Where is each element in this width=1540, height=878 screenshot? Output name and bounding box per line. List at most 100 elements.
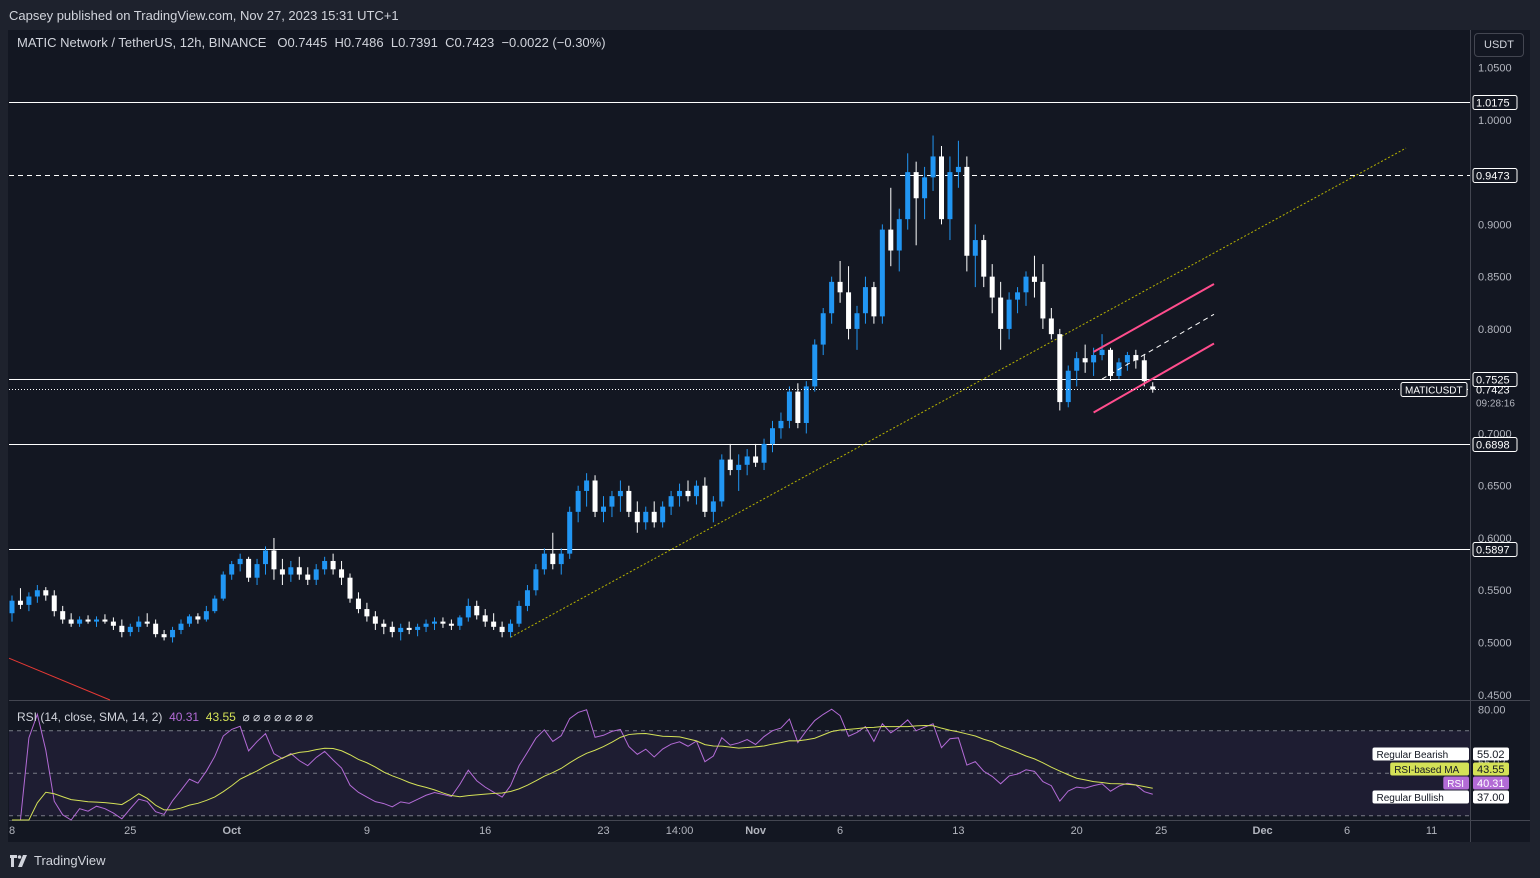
candle-body[interactable]	[1023, 276, 1029, 293]
candle-body[interactable]	[786, 391, 792, 421]
candle-body[interactable]	[862, 287, 868, 314]
candle-body[interactable]	[770, 428, 775, 444]
candle-body[interactable]	[1141, 360, 1147, 382]
candle-body[interactable]	[820, 313, 826, 345]
candle-body[interactable]	[896, 219, 902, 251]
candle-body[interactable]	[119, 625, 125, 633]
candle-body[interactable]	[381, 623, 387, 627]
candle-body[interactable]	[778, 420, 784, 429]
rsi-indicator-name[interactable]: RSI (14, close, SMA, 14, 2)	[17, 710, 163, 724]
candle-body[interactable]	[432, 621, 437, 624]
candle-body[interactable]	[1057, 334, 1063, 403]
candle-body[interactable]	[85, 619, 91, 622]
candle-body[interactable]	[1124, 355, 1130, 363]
candle-body[interactable]	[68, 619, 74, 624]
candle-body[interactable]	[651, 511, 657, 523]
symbol-name[interactable]: MATIC Network / TetherUS, 12h, BINANCE	[17, 35, 267, 50]
chart-panel[interactable]	[8, 30, 1530, 842]
candle-body[interactable]	[795, 391, 801, 423]
candle-body[interactable]	[474, 605, 480, 616]
candle-body[interactable]	[524, 590, 530, 606]
candle-body[interactable]	[170, 629, 176, 638]
candle-body[interactable]	[905, 172, 911, 220]
candle-body[interactable]	[1048, 318, 1054, 335]
candle-body[interactable]	[203, 611, 209, 620]
candle-body[interactable]	[1031, 276, 1037, 282]
rsi-ma-line[interactable]	[12, 725, 1153, 821]
channel-midline[interactable]	[1101, 313, 1215, 380]
candle-body[interactable]	[153, 623, 159, 635]
candle-body[interactable]	[854, 313, 860, 329]
candle-body[interactable]	[888, 229, 894, 251]
candle-body[interactable]	[1006, 299, 1012, 329]
candle-body[interactable]	[398, 627, 404, 633]
candle-body[interactable]	[981, 240, 987, 277]
candle-body[interactable]	[761, 443, 767, 463]
candle-body[interactable]	[947, 172, 953, 220]
candle-body[interactable]	[702, 485, 708, 512]
candle-body[interactable]	[482, 615, 488, 622]
candle-body[interactable]	[1108, 349, 1113, 376]
candle-body[interactable]	[1040, 281, 1046, 319]
candle-body[interactable]	[685, 490, 691, 497]
candle-body[interactable]	[837, 281, 843, 293]
candle-body[interactable]	[871, 287, 877, 317]
candle-body[interactable]	[305, 574, 311, 580]
candle-body[interactable]	[34, 590, 40, 597]
candle-body[interactable]	[846, 292, 852, 329]
candle-body[interactable]	[617, 490, 623, 497]
candle-body[interactable]	[567, 511, 573, 554]
candle-body[interactable]	[144, 621, 150, 624]
candle-body[interactable]	[347, 577, 353, 599]
rsi-line[interactable]	[12, 708, 1153, 821]
candle-body[interactable]	[389, 626, 395, 633]
candle-body[interactable]	[558, 553, 564, 565]
candle-body[interactable]	[803, 386, 809, 423]
candle-body[interactable]	[355, 598, 361, 610]
candle-body[interactable]	[94, 619, 99, 622]
candle-body[interactable]	[812, 344, 818, 387]
candle-body[interactable]	[212, 598, 218, 612]
candle-body[interactable]	[465, 605, 471, 618]
candle-body[interactable]	[550, 553, 556, 565]
candle-body[interactable]	[1082, 358, 1088, 363]
candle-body[interactable]	[246, 558, 252, 578]
candle-body[interactable]	[972, 240, 978, 256]
candle-body[interactable]	[17, 600, 23, 605]
candle-body[interactable]	[1150, 386, 1156, 390]
candle-body[interactable]	[288, 567, 294, 575]
candle-body[interactable]	[609, 496, 615, 507]
candle-body[interactable]	[43, 590, 49, 596]
candle-body[interactable]	[364, 609, 370, 617]
candle-body[interactable]	[592, 480, 598, 512]
candle-body[interactable]	[1091, 355, 1097, 363]
candle-body[interactable]	[457, 617, 463, 626]
candle-body[interactable]	[541, 553, 547, 570]
candle-body[interactable]	[964, 166, 970, 256]
candle-body[interactable]	[955, 166, 961, 173]
candle-body[interactable]	[491, 621, 497, 627]
candle-body[interactable]	[161, 634, 167, 638]
candle-body[interactable]	[178, 623, 184, 630]
candle-body[interactable]	[136, 621, 142, 627]
candle-body[interactable]	[440, 621, 446, 624]
candle-body[interactable]	[127, 626, 133, 633]
candle-body[interactable]	[102, 619, 108, 622]
candle-body[interactable]	[406, 627, 412, 630]
candle-body[interactable]	[271, 550, 277, 570]
candle-body[interactable]	[26, 596, 32, 605]
candle-body[interactable]	[913, 172, 919, 199]
candle-body[interactable]	[237, 558, 243, 565]
candle-body[interactable]	[77, 619, 83, 624]
candle-body[interactable]	[693, 485, 699, 497]
candle-body[interactable]	[710, 501, 716, 512]
candle-body[interactable]	[744, 456, 750, 465]
candle-body[interactable]	[322, 560, 328, 570]
candle-body[interactable]	[533, 569, 539, 591]
candle-body[interactable]	[9, 600, 15, 614]
candle-body[interactable]	[508, 623, 514, 633]
candle-body[interactable]	[584, 480, 590, 491]
candle-body[interactable]	[626, 490, 632, 512]
candle-body[interactable]	[229, 564, 235, 575]
candle-body[interactable]	[372, 616, 378, 624]
